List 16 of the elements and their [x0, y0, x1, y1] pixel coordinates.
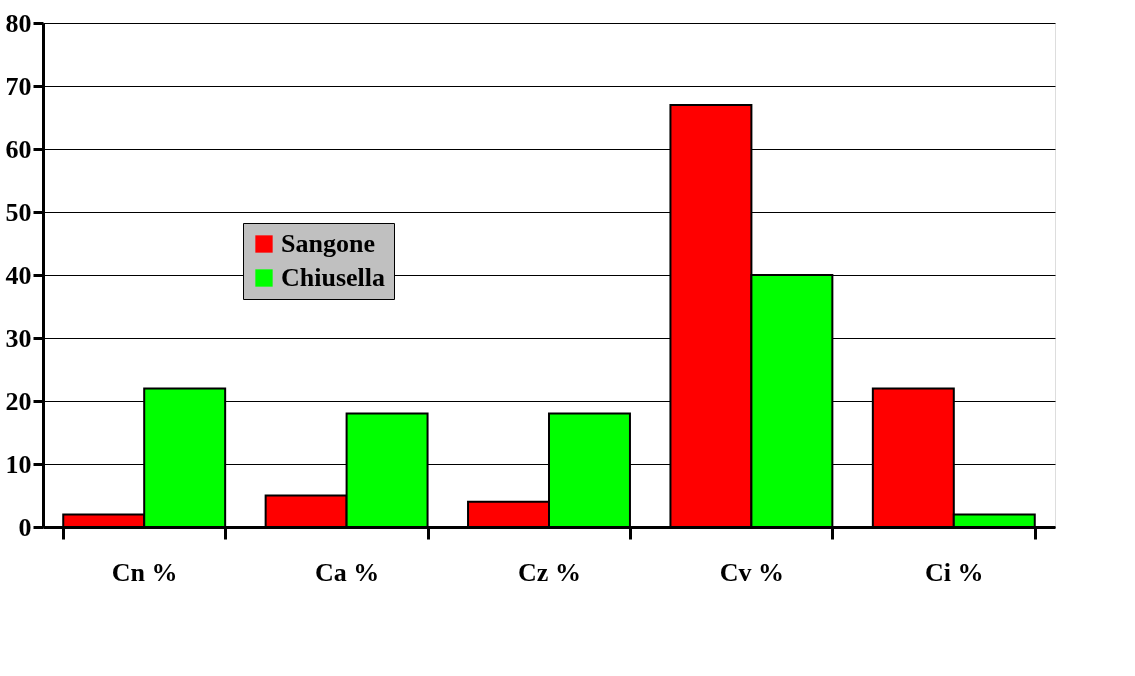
y-tick-label: 80	[5, 8, 32, 38]
y-tick-label: 70	[5, 71, 32, 101]
y-tick-label: 20	[5, 386, 32, 416]
y-tick-label: 0	[18, 512, 32, 542]
x-tick-label: Cz %	[518, 557, 581, 587]
y-tick-label: 30	[5, 323, 32, 353]
legend-label: Sangone	[281, 229, 375, 258]
y-tick-label: 50	[5, 197, 32, 227]
x-tick-label: Ci %	[925, 557, 984, 587]
y-tick-label: 10	[5, 449, 32, 479]
y-tick-label: 60	[5, 134, 32, 164]
x-tick-label: Cn %	[111, 557, 178, 587]
legend-label: Chiusella	[281, 263, 386, 292]
x-tick-label: Cv %	[719, 557, 785, 587]
y-tick-label: 40	[5, 260, 32, 290]
x-tick-label: Ca %	[314, 557, 380, 587]
